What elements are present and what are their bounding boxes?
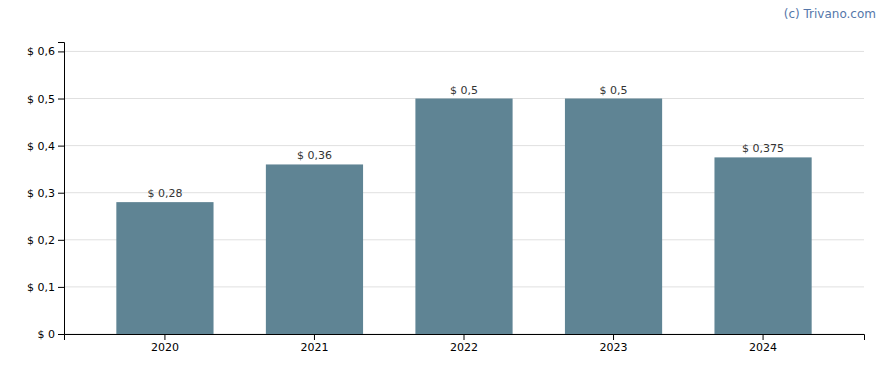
data-label: $ 0,5 [600,84,628,97]
data-label: $ 0,375 [742,142,784,155]
y-tick: $ 0 [38,328,65,341]
x-tick-mark [314,334,315,340]
y-tick: $ 0,5 [27,93,64,106]
y-tick-label: $ 0,1 [27,281,55,294]
x-tick-mark [164,334,165,340]
bar [565,99,662,334]
y-tick-label: $ 0,6 [27,45,55,58]
chart: $ 0$ 0,1$ 0,2$ 0,3$ 0,4$ 0,5$ 0,62020202… [0,0,888,370]
x-tick: 2023 [600,334,628,354]
data-label: $ 0,28 [147,187,182,200]
plot: $ 0$ 0,1$ 0,2$ 0,3$ 0,4$ 0,5$ 0,62020202… [27,43,865,354]
grid [64,51,864,334]
y-axis: $ 0 $ 0,1 $ 0,2 $ 0,3 $ 0,4 $ 0,5 $ 0,6 [27,43,65,342]
bar [266,164,363,334]
x-tick-label: 2023 [600,341,628,354]
x-tick: 2024 [749,334,777,354]
y-tick: $ 0,1 [27,281,64,294]
x-tick-label: 2021 [300,341,328,354]
y-tick-mark [58,99,64,100]
data-labels: $ 0,28 $ 0,36 $ 0,5 $ 0,5 $ 0,375 [147,84,784,201]
y-tick-label: $ 0,5 [27,93,55,106]
y-tick-mark [58,287,64,288]
bar [116,202,213,334]
x-tick-mark [763,334,764,340]
y-tick-mark [58,51,64,52]
y-tick-label: $ 0 [38,328,56,341]
x-axis-line [65,335,865,341]
x-tick: 2020 [151,334,179,354]
bar [415,99,512,334]
y-tick-mark [58,193,64,194]
bars [116,99,811,334]
y-tick: $ 0,2 [27,234,64,247]
y-tick: $ 0,6 [27,45,64,58]
y-tick: $ 0,3 [27,187,64,200]
x-tick-mark [464,334,465,340]
x-axis: 2020 2021 2022 2023 2024 [65,334,865,354]
x-tick-label: 2022 [450,341,478,354]
y-tick-mark [58,334,64,335]
y-tick-label: $ 0,2 [27,234,55,247]
data-label: $ 0,36 [297,149,332,162]
data-label: $ 0,5 [450,84,478,97]
y-axis-line [58,43,65,335]
y-tick-label: $ 0,3 [27,187,55,200]
x-tick: 2021 [300,334,328,354]
bar [714,157,811,334]
y-tick-label: $ 0,4 [27,140,55,153]
y-tick-mark [58,240,64,241]
x-tick-mark [613,334,614,340]
grid-line [64,51,864,52]
watermark: (c) Trivano.com [784,7,876,21]
y-tick-mark [58,146,64,147]
x-tick: 2022 [450,334,478,354]
y-tick: $ 0,4 [27,140,64,153]
x-tick-label: 2020 [151,341,179,354]
x-tick-label: 2024 [749,341,777,354]
